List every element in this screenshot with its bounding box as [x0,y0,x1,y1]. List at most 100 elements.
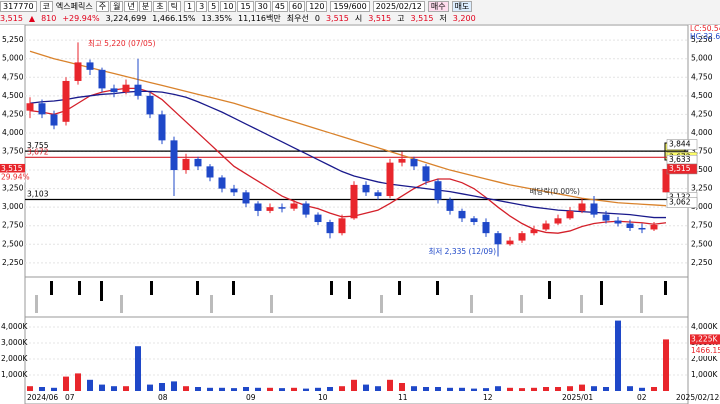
candle-body [590,203,598,215]
volume-bar [63,376,69,391]
y-tick-label: 2,750 [2,221,24,230]
market: 코 [39,0,53,12]
candle-body [230,188,238,193]
volume-bar [231,388,237,391]
date-input[interactable]: 2025/02/12 [372,0,425,12]
open: 3,515 [368,13,392,23]
candle-body [278,207,286,209]
candle-body [482,222,490,234]
volume-bar [159,383,165,391]
candle-body [398,158,406,163]
candle-body [302,203,310,215]
candle-body [98,69,106,89]
x-label: 08 [158,393,168,402]
right-marker-label: 3,132 [669,192,691,201]
volume-bar [147,384,153,391]
volume-bar [591,386,597,391]
y-tick-label: 4,750 [2,72,24,81]
period-button[interactable]: 주 [95,0,110,12]
volume-bar [267,387,273,391]
annotation: 최고 5,220 (07/05) [88,38,156,48]
period-button[interactable]: 년 [124,0,138,12]
y-tick-label: 2,750 [691,221,713,230]
volume-bar [411,386,417,391]
volume-bar [183,386,189,391]
volume-marker-box [690,346,720,356]
volume-bar [507,387,513,391]
level-label: 3,755 [27,141,49,150]
candle-body [518,233,526,241]
volume-bar [111,386,117,391]
interval-button[interactable]: 120 [306,0,328,12]
right-marker-label: 3,515 [669,164,691,173]
candle-body [578,203,586,211]
price: 3,515 [0,13,23,23]
volume-bar [639,387,645,391]
interval-button[interactable]: 15 [237,0,254,12]
volume-bar [555,387,561,391]
period-button[interactable]: 월 [110,0,124,12]
interval-button[interactable]: 1 [183,0,196,12]
candle-body [542,223,550,230]
y-tick-label: 5,000 [2,54,24,63]
candle-body [254,203,262,211]
volume-bar [207,387,213,391]
quote-bar: 3,515 ▲ 810 +29.94% 3,224,699 1,466.15% … [0,12,720,25]
interval-button[interactable]: 5 [208,0,220,12]
interval-button[interactable]: 10 [220,0,237,12]
annotation: 배당락(0.00%) [530,186,580,196]
candle-body [374,192,382,197]
volume-bar [99,384,105,391]
interval-button[interactable]: 30 [254,0,271,12]
candle-body [602,214,610,221]
candle-body [458,210,466,219]
indicator-label: HC:32.66 [690,32,720,41]
candle-body [350,184,358,219]
candle-body [554,218,562,224]
candle-body [506,240,514,245]
volume-bar [279,388,285,391]
x-label: 02 [637,393,647,402]
left-marker-label: 3,515 [1,164,23,173]
candle-body [566,210,574,219]
y-tick-label: 1,000K [691,370,718,379]
volume-bar [27,386,33,391]
y-tick-label: 2,250 [2,258,24,267]
candle-body [314,214,322,223]
y-tick-label: 4,500 [2,91,24,100]
volume-bar [303,388,309,391]
candle-body [662,168,670,193]
volume-bar [351,379,357,391]
volume-bar [387,379,393,391]
buy-button[interactable]: 매수 [427,0,449,12]
interval-button[interactable]: 45 [271,0,289,12]
y-tick-label: 4,250 [2,109,24,118]
code-input[interactable]: 317770 [0,0,37,12]
period-button[interactable]: 분 [138,0,153,12]
candle-body [146,95,154,115]
y-tick-label: 4,000K [1,322,28,331]
y-tick-label: 4,500 [691,91,713,100]
volume-bar [435,387,441,391]
volume-bar [39,387,45,391]
interval-button[interactable]: 3 [196,0,208,12]
sell-button[interactable]: 매도 [451,0,473,12]
left-marker-box [0,163,25,174]
turnover: 13.35% [201,13,233,23]
amount: 11,116백만 [238,13,281,23]
y-tick-label: 4,000K [691,322,718,331]
y-tick-label: 2,500 [691,239,713,248]
y-tick-label: 3,250 [2,184,24,193]
volume-bar [531,387,537,391]
y-tick-label: 5,250 [691,35,713,44]
y-tick-label: 3,750 [2,147,24,156]
right-marker-box [666,197,698,208]
period-button[interactable]: 틱 [167,0,181,12]
volume-bar [291,387,297,391]
right-marker-label: 3,633 [669,155,691,164]
candle-body [650,225,658,230]
period-button[interactable]: 초 [153,0,167,12]
page-count: 159/600 [330,0,370,12]
interval-button[interactable]: 60 [289,0,306,12]
right-marker-label: 3,062 [669,198,691,207]
